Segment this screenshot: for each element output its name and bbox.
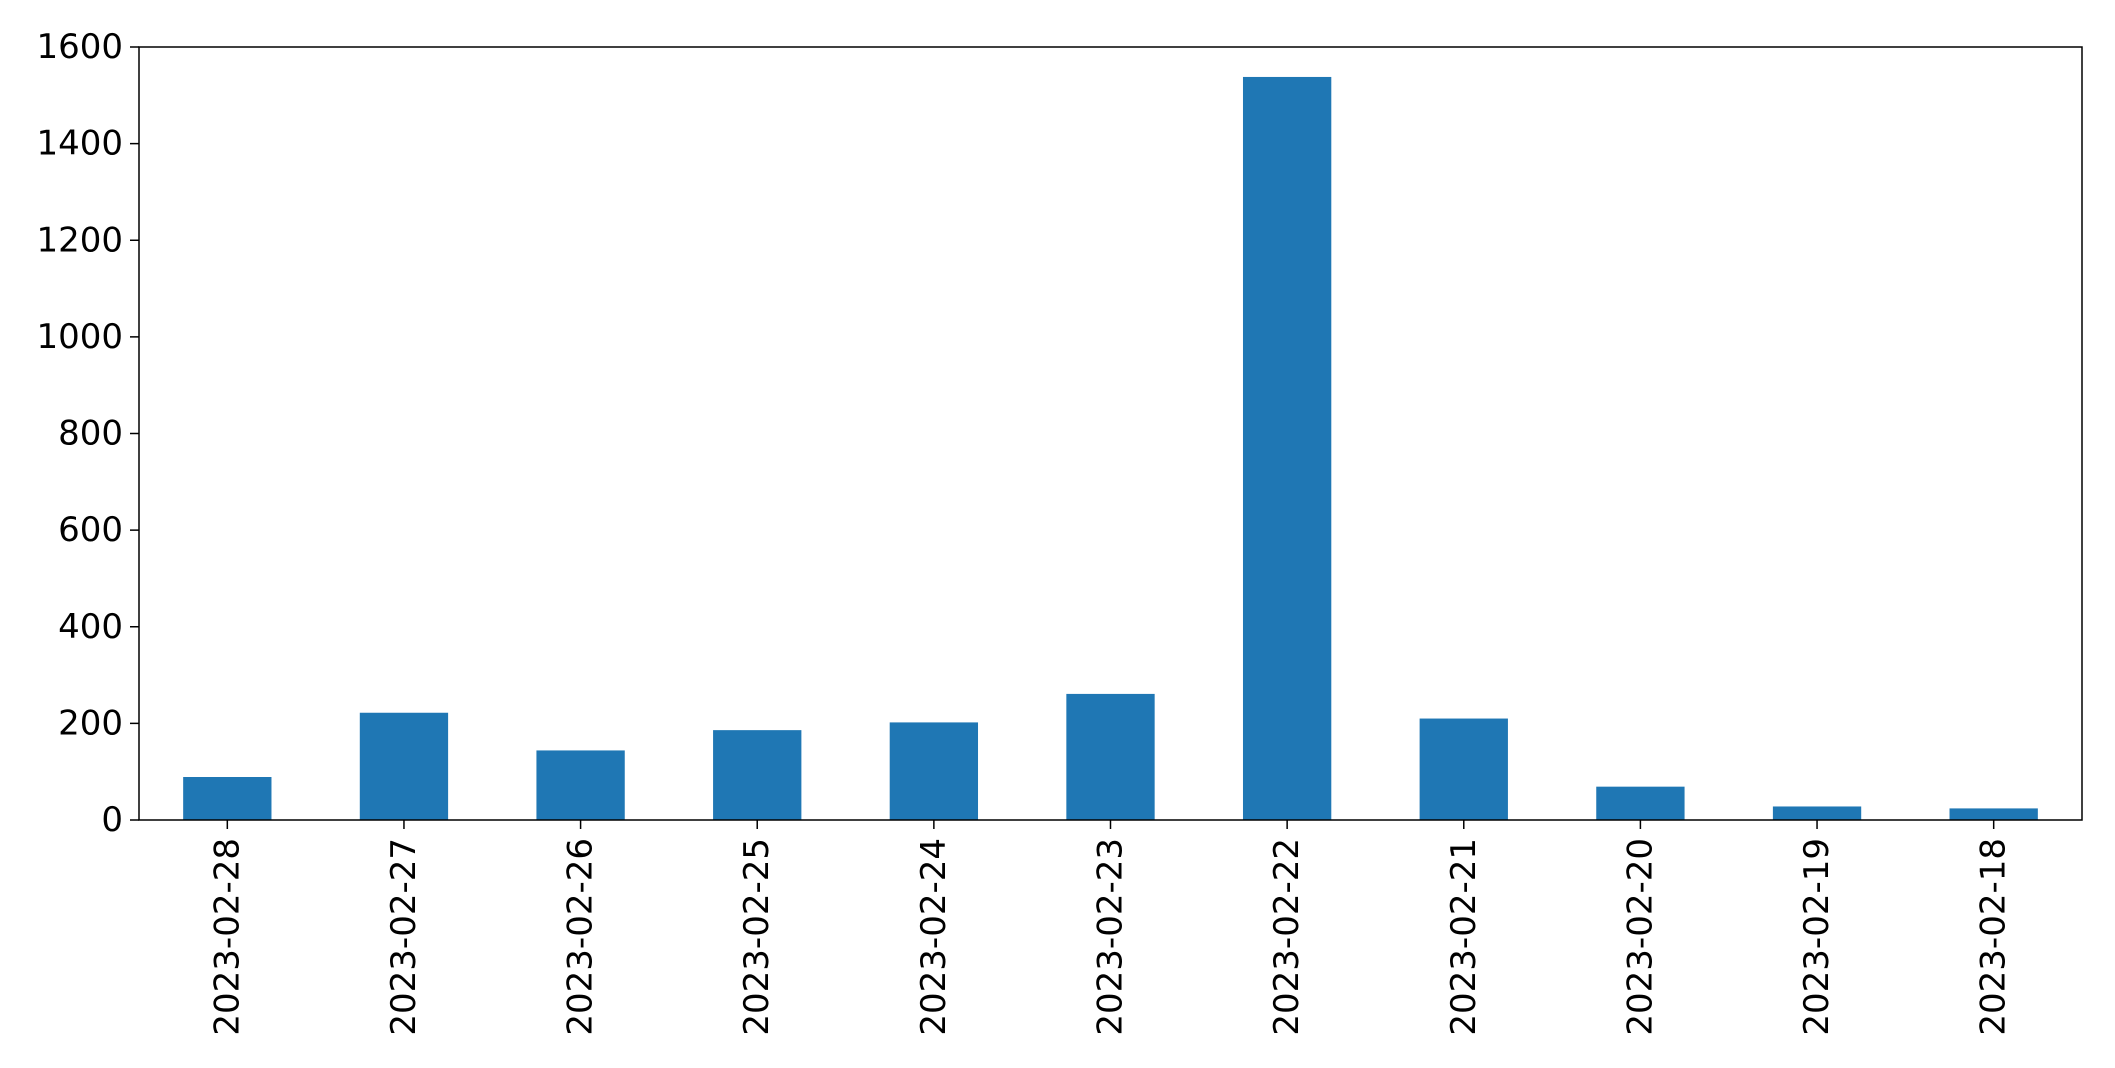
bar-2023-02-23 xyxy=(1066,693,1155,820)
bar-2023-02-26 xyxy=(536,750,625,820)
y-tick-label: 400 xyxy=(58,607,123,647)
bar-2023-02-18 xyxy=(1949,808,2038,820)
y-axis: 0 200 400 600 800 1000 1200 1400 1600 xyxy=(36,27,139,840)
bar-2023-02-20 xyxy=(1596,786,1685,820)
x-tick-label: 2023-02-26 xyxy=(561,838,601,1036)
x-tick-label: 2023-02-28 xyxy=(207,838,247,1036)
x-tick-label: 2023-02-23 xyxy=(1091,838,1131,1036)
x-tick-label: 2023-02-20 xyxy=(1620,838,1660,1036)
x-tick-label: 2023-02-24 xyxy=(914,838,954,1036)
x-tick-label: 2023-02-18 xyxy=(1974,838,2014,1036)
y-tick-label: 1600 xyxy=(36,27,123,67)
x-tick-label: 2023-02-22 xyxy=(1267,838,1307,1036)
bar-2023-02-21 xyxy=(1419,718,1508,820)
y-tick-label: 1200 xyxy=(36,220,123,260)
bar-2023-02-27 xyxy=(359,712,449,820)
plot-frame xyxy=(138,46,2083,821)
y-tick-label: 0 xyxy=(101,800,123,840)
bar-2023-02-22 xyxy=(1242,76,1332,821)
bar-2023-02-28 xyxy=(183,777,272,820)
x-tick-label: 2023-02-21 xyxy=(1444,838,1484,1036)
y-tick-label: 1400 xyxy=(36,124,123,164)
y-tick-label: 600 xyxy=(58,510,123,550)
x-tick-label: 2023-02-25 xyxy=(737,838,777,1036)
x-tick-label: 2023-02-19 xyxy=(1797,838,1837,1036)
y-tick-label: 1000 xyxy=(36,317,123,357)
bars-group xyxy=(183,76,2038,821)
bar-2023-02-24 xyxy=(889,722,979,820)
x-tick-label: 2023-02-27 xyxy=(384,838,424,1036)
y-tick-label: 800 xyxy=(58,414,123,454)
bar-2023-02-19 xyxy=(1772,806,1862,820)
y-tick-label: 200 xyxy=(58,703,123,743)
bar-2023-02-25 xyxy=(713,730,802,820)
x-axis: 2023-02-28 2023-02-27 2023-02-26 2023-02-25… xyxy=(207,820,2014,1036)
